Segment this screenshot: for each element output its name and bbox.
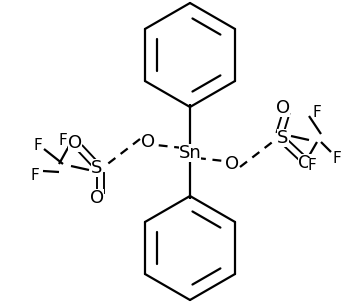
Text: F: F [31, 167, 39, 182]
Text: O: O [68, 134, 82, 152]
Text: F: F [59, 132, 67, 147]
Text: S: S [91, 159, 103, 177]
Text: F: F [333, 151, 341, 166]
Text: S: S [277, 129, 289, 147]
Text: O: O [90, 189, 104, 207]
Text: O: O [298, 154, 312, 172]
Text: O: O [225, 155, 239, 173]
Text: Sn: Sn [179, 144, 201, 162]
Text: F: F [34, 137, 42, 152]
Text: F: F [313, 105, 321, 120]
Text: F: F [308, 158, 316, 173]
Text: O: O [141, 133, 155, 151]
Text: O: O [276, 99, 290, 117]
